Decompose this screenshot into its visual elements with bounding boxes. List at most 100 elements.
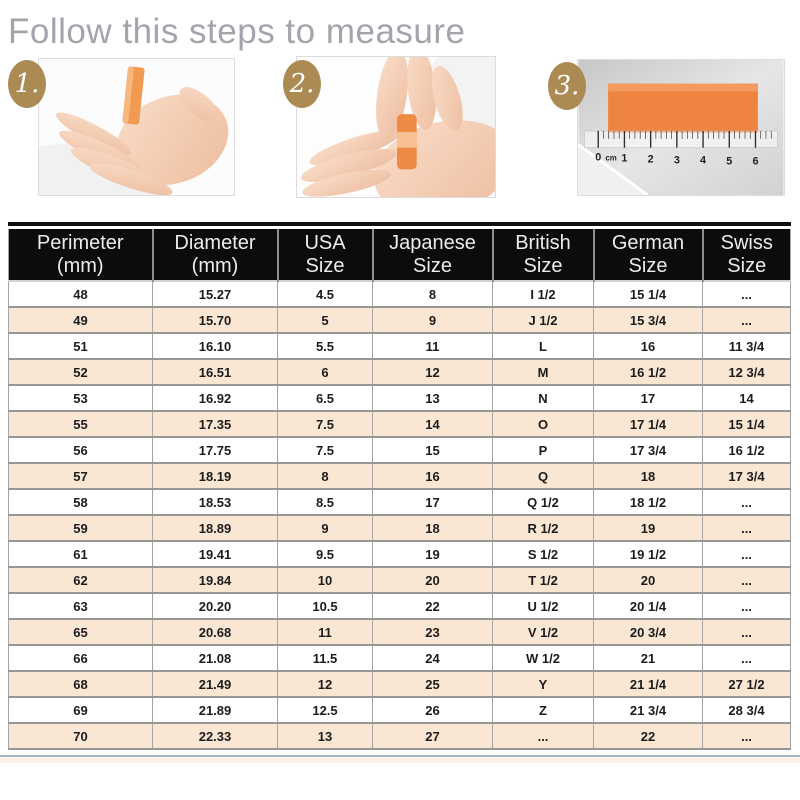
- table-cell: 12: [372, 359, 493, 385]
- svg-text:0: 0: [595, 152, 601, 164]
- table-cell: 12.5: [277, 697, 373, 723]
- table-cell: U 1/2: [492, 593, 594, 619]
- table-cell: 6: [277, 359, 373, 385]
- size-table-body: 48 15.27 4.5 8 I 1/2 15 1/4... 49 15.70 5 9 J 1/2 1…: [8, 281, 791, 749]
- table-cell: 14: [702, 385, 791, 411]
- table-row: 69 21.89 12.5 26 Z 21 3/4 28 3/4: [8, 697, 791, 723]
- table-cell: 19 1/2: [593, 541, 703, 567]
- table-cell: 18: [593, 463, 703, 489]
- column-header-line1: Swiss: [720, 232, 773, 255]
- table-cell: 48: [8, 281, 153, 307]
- column-header: Diameter (mm): [151, 229, 278, 281]
- table-cell: 12 3/4: [702, 359, 791, 385]
- table-cell: 8.5: [277, 489, 373, 515]
- table-cell: 24: [372, 645, 493, 671]
- table-row: 49 15.70 5 9 J 1/2 15 3/4...: [8, 307, 791, 333]
- table-cell: 27: [372, 723, 493, 749]
- table-cell: 25: [372, 671, 493, 697]
- table-cell: ...: [702, 281, 791, 307]
- step-3-number: 3.: [554, 71, 580, 101]
- column-header: German Size: [592, 229, 703, 281]
- table-row: 48 15.27 4.5 8 I 1/2 15 1/4...: [8, 281, 791, 307]
- table-cell: 22: [372, 593, 493, 619]
- table-cell: 15.70: [152, 307, 278, 333]
- table-cell: 53: [8, 385, 153, 411]
- table-cell: ...: [702, 593, 791, 619]
- table-header-row: Perimeter (mm) Diameter (mm) USA Size Japanese…: [8, 229, 791, 281]
- table-cell: 66: [8, 645, 153, 671]
- table-cell: 23: [372, 619, 493, 645]
- table-cell: 18 1/2: [593, 489, 703, 515]
- table-cell: 16: [372, 463, 493, 489]
- table-cell: 19: [593, 515, 703, 541]
- table-cell: ...: [492, 723, 594, 749]
- table-cell: 18: [372, 515, 493, 541]
- table-row: 65 20.68 11 23 V 1/2 20 3/4...: [8, 619, 791, 645]
- table-cell: ...: [702, 515, 791, 541]
- table-cell: V 1/2: [492, 619, 594, 645]
- table-cell: 11: [372, 333, 493, 359]
- table-row: 68 21.49 12 25 Y 21 1/4 27 1/2: [8, 671, 791, 697]
- column-header: USA Size: [276, 229, 373, 281]
- table-row: 61 19.41 9.5 19 S 1/2 19 1/2...: [8, 541, 791, 567]
- table-cell: 15 3/4: [593, 307, 703, 333]
- table-cell: 20: [593, 567, 703, 593]
- table-cell: 16.51: [152, 359, 278, 385]
- svg-text:1: 1: [621, 152, 627, 164]
- table-cell: 69: [8, 697, 153, 723]
- table-cell: 58: [8, 489, 153, 515]
- column-header: Perimeter (mm): [8, 229, 153, 281]
- table-cell: ...: [702, 619, 791, 645]
- size-chart-section: Perimeter (mm) Diameter (mm) USA Size Japanese…: [8, 222, 791, 750]
- table-cell: R 1/2: [492, 515, 594, 541]
- table-cell: M: [492, 359, 594, 385]
- table-cell: 57: [8, 463, 153, 489]
- table-cell: 8: [277, 463, 373, 489]
- table-cell: 6.5: [277, 385, 373, 411]
- table-row: 53 16.92 6.5 13 N 17 14: [8, 385, 791, 411]
- table-cell: ...: [702, 645, 791, 671]
- table-cell: 61: [8, 541, 153, 567]
- table-cell: 68: [8, 671, 153, 697]
- table-cell: 20.68: [152, 619, 278, 645]
- table-cell: 11 3/4: [702, 333, 791, 359]
- table-cell: 16 1/2: [593, 359, 703, 385]
- table-cell: 9: [277, 515, 373, 541]
- table-cell: 7.5: [277, 437, 373, 463]
- table-cell: 21.08: [152, 645, 278, 671]
- step-2-badge: 2.: [283, 60, 321, 108]
- table-cell: 21.49: [152, 671, 278, 697]
- table-cell: P: [492, 437, 594, 463]
- svg-text:2: 2: [648, 153, 654, 165]
- ring-size-table: Perimeter (mm) Diameter (mm) USA Size Japanese…: [8, 229, 791, 750]
- table-cell: 51: [8, 333, 153, 359]
- table-cell: 18.19: [152, 463, 278, 489]
- table-row: 55 17.35 7.5 14 O 17 1/4 15 1/4: [8, 411, 791, 437]
- table-cell: 17.75: [152, 437, 278, 463]
- table-cell: Y: [492, 671, 594, 697]
- table-cell: 26: [372, 697, 493, 723]
- table-cell: Q 1/2: [492, 489, 594, 515]
- table-cell: 18.89: [152, 515, 278, 541]
- table-cell: 17 3/4: [702, 463, 791, 489]
- table-row: 57 18.19 8 16 Q 18 17 3/4: [8, 463, 791, 489]
- table-cell: 5: [277, 307, 373, 333]
- footer-background: [0, 757, 800, 763]
- table-cell: 52: [8, 359, 153, 385]
- page-title: Follow this steps to measure: [8, 12, 466, 51]
- table-row: 62 19.84 10 20 T 1/2 20...: [8, 567, 791, 593]
- table-cell: 9: [372, 307, 493, 333]
- table-row: 63 20.20 10.5 22 U 1/2 20 1/4...: [8, 593, 791, 619]
- column-header: Japanese Size: [371, 229, 493, 281]
- table-cell: 21 3/4: [593, 697, 703, 723]
- table-cell: 56: [8, 437, 153, 463]
- column-header-line2: Size: [413, 254, 452, 277]
- table-cell: O: [492, 411, 594, 437]
- table-cell: I 1/2: [492, 281, 594, 307]
- hand-with-paper-strip-illustration: [39, 59, 234, 195]
- table-cell: 15 1/4: [702, 411, 791, 437]
- table-cell: 22: [593, 723, 703, 749]
- fingers-wrapping-strip-illustration: [297, 57, 495, 197]
- table-cell: 20 3/4: [593, 619, 703, 645]
- table-row: 52 16.51 6 12 M 16 1/2 12 3/4: [8, 359, 791, 385]
